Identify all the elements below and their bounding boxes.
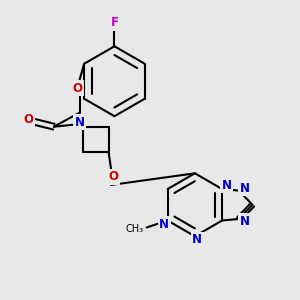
Text: N: N (240, 215, 250, 228)
Text: O: O (108, 170, 118, 183)
Text: O: O (72, 82, 82, 95)
Text: N: N (222, 179, 232, 192)
Text: O: O (23, 113, 33, 126)
Text: F: F (110, 16, 118, 29)
Text: N: N (192, 233, 202, 246)
Text: N: N (159, 218, 169, 230)
Text: N: N (240, 182, 250, 195)
Text: N: N (74, 116, 85, 128)
Text: CH₃: CH₃ (126, 224, 144, 234)
